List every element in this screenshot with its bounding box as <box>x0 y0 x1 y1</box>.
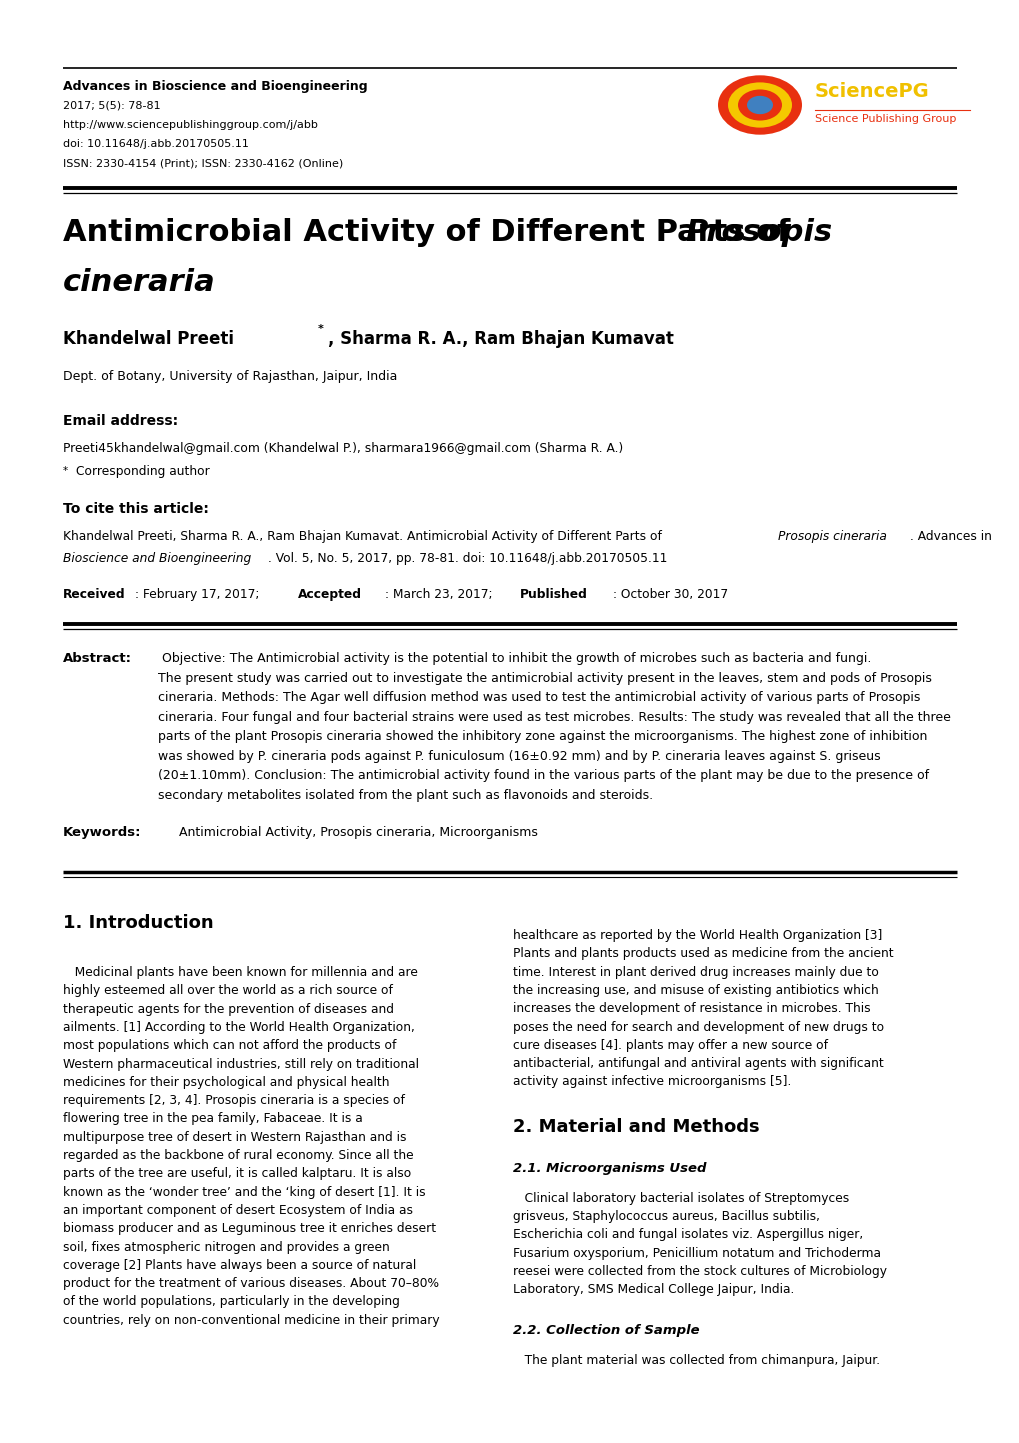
Text: 2017; 5(5): 78-81: 2017; 5(5): 78-81 <box>63 100 160 110</box>
Text: cure diseases [4]. plants may offer a new source of: cure diseases [4]. plants may offer a ne… <box>513 1039 827 1052</box>
Text: grisveus, Staphylococcus aureus, Bacillus subtilis,: grisveus, Staphylococcus aureus, Bacillu… <box>513 1211 819 1224</box>
Text: Preeti45khandelwal@gmail.com (Khandelwal P.), sharmara1966@gmail.com (Sharma R. : Preeti45khandelwal@gmail.com (Khandelwal… <box>63 442 623 455</box>
Text: *: * <box>318 325 324 333</box>
Text: Keywords:: Keywords: <box>63 825 142 838</box>
Text: Prosopis cineraria: Prosopis cineraria <box>777 530 886 543</box>
Ellipse shape <box>746 95 772 114</box>
Text: activity against infective microorganisms [5].: activity against infective microorganism… <box>513 1075 791 1088</box>
Ellipse shape <box>738 89 782 121</box>
Text: Dept. of Botany, University of Rajasthan, Jaipur, India: Dept. of Botany, University of Rajasthan… <box>63 369 397 382</box>
Text: the increasing use, and misuse of existing antibiotics which: the increasing use, and misuse of existi… <box>513 984 878 997</box>
Ellipse shape <box>728 82 791 127</box>
Text: Abstract:: Abstract: <box>63 652 131 665</box>
Text: : March 23, 2017;: : March 23, 2017; <box>384 587 496 600</box>
Text: 2.2. Collection of Sample: 2.2. Collection of Sample <box>513 1323 699 1336</box>
Text: Accepted: Accepted <box>298 587 362 600</box>
Text: : October 30, 2017: : October 30, 2017 <box>612 587 728 600</box>
Text: The present study was carried out to investigate the antimicrobial activity pres: The present study was carried out to inv… <box>158 671 931 684</box>
Text: cineraria. Four fungal and four bacterial strains were used as test microbes. Re: cineraria. Four fungal and four bacteria… <box>158 710 950 723</box>
Text: Clinical laboratory bacterial isolates of Streptomyces: Clinical laboratory bacterial isolates o… <box>513 1192 849 1205</box>
Text: http://www.sciencepublishinggroup.com/j/abb: http://www.sciencepublishinggroup.com/j/… <box>63 120 318 130</box>
Text: 2.1. Microorganisms Used: 2.1. Microorganisms Used <box>513 1162 706 1175</box>
Text: Science Publishing Group: Science Publishing Group <box>814 114 956 124</box>
Text: Bioscience and Bioengineering: Bioscience and Bioengineering <box>63 553 251 566</box>
Text: ISSN: 2330-4154 (Print); ISSN: 2330-4162 (Online): ISSN: 2330-4154 (Print); ISSN: 2330-4162… <box>63 159 343 169</box>
Text: secondary metabolites isolated from the plant such as flavonoids and steroids.: secondary metabolites isolated from the … <box>158 788 652 801</box>
Text: Received: Received <box>63 587 125 600</box>
Text: biomass producer and as Leguminous tree it enriches desert: biomass producer and as Leguminous tree … <box>63 1222 436 1235</box>
Text: parts of the tree are useful, it is called kalptaru. It is also: parts of the tree are useful, it is call… <box>63 1167 411 1180</box>
Text: requirements [2, 3, 4]. Prosopis cineraria is a species of: requirements [2, 3, 4]. Prosopis cinerar… <box>63 1094 405 1107</box>
Text: cineraria. Methods: The Agar well diffusion method was used to test the antimicr: cineraria. Methods: The Agar well diffus… <box>158 691 919 704</box>
Text: reesei were collected from the stock cultures of Microbiology: reesei were collected from the stock cul… <box>513 1266 887 1278</box>
Text: parts of the plant Prosopis cineraria showed the inhibitory zone against the mic: parts of the plant Prosopis cineraria sh… <box>158 730 926 743</box>
Text: most populations which can not afford the products of: most populations which can not afford th… <box>63 1039 396 1052</box>
Text: therapeutic agents for the prevention of diseases and: therapeutic agents for the prevention of… <box>63 1003 393 1016</box>
Text: healthcare as reported by the World Health Organization [3]: healthcare as reported by the World Heal… <box>513 929 881 942</box>
Text: Escherichia coli and fungal isolates viz. Aspergillus niger,: Escherichia coli and fungal isolates viz… <box>513 1228 862 1241</box>
Text: Objective: The Antimicrobial activity is the potential to inhibit the growth of : Objective: The Antimicrobial activity is… <box>158 652 870 665</box>
Text: doi: 10.11648/j.abb.20170505.11: doi: 10.11648/j.abb.20170505.11 <box>63 139 249 149</box>
Text: medicines for their psychological and physical health: medicines for their psychological and ph… <box>63 1076 389 1089</box>
Text: antibacterial, antifungal and antiviral agents with significant: antibacterial, antifungal and antiviral … <box>513 1058 882 1071</box>
Text: highly esteemed all over the world as a rich source of: highly esteemed all over the world as a … <box>63 984 392 997</box>
Text: increases the development of resistance in microbes. This: increases the development of resistance … <box>513 1003 870 1016</box>
Text: an important component of desert Ecosystem of India as: an important component of desert Ecosyst… <box>63 1203 413 1216</box>
Text: . Vol. 5, No. 5, 2017, pp. 78-81. doi: 10.11648/j.abb.20170505.11: . Vol. 5, No. 5, 2017, pp. 78-81. doi: 1… <box>268 553 666 566</box>
Text: *: * <box>63 466 68 476</box>
Text: Fusarium oxysporium, Penicillium notatum and Trichoderma: Fusarium oxysporium, Penicillium notatum… <box>513 1247 880 1260</box>
Text: flowering tree in the pea family, Fabaceae. It is a: flowering tree in the pea family, Fabace… <box>63 1113 363 1126</box>
Text: countries, rely on non-conventional medicine in their primary: countries, rely on non-conventional medi… <box>63 1313 439 1326</box>
Text: Prosopis: Prosopis <box>685 218 832 247</box>
Text: Khandelwal Preeti: Khandelwal Preeti <box>63 330 233 348</box>
Text: was showed by P. cineraria pods against P. funiculosum (16±0.92 mm) and by P. ci: was showed by P. cineraria pods against … <box>158 749 879 762</box>
Text: coverage [2] Plants have always been a source of natural: coverage [2] Plants have always been a s… <box>63 1258 416 1271</box>
Text: of the world populations, particularly in the developing: of the world populations, particularly i… <box>63 1296 399 1309</box>
Text: 2. Material and Methods: 2. Material and Methods <box>513 1118 759 1136</box>
Text: Antimicrobial Activity, Prosopis cineraria, Microorganisms: Antimicrobial Activity, Prosopis cinerar… <box>175 825 537 838</box>
Text: Laboratory, SMS Medical College Jaipur, India.: Laboratory, SMS Medical College Jaipur, … <box>513 1283 794 1296</box>
Text: Antimicrobial Activity of Different Parts of: Antimicrobial Activity of Different Part… <box>63 218 800 247</box>
Text: poses the need for search and development of new drugs to: poses the need for search and developmen… <box>513 1020 883 1033</box>
Text: product for the treatment of various diseases. About 70–80%: product for the treatment of various dis… <box>63 1277 438 1290</box>
Text: 1. Introduction: 1. Introduction <box>63 913 213 932</box>
Text: , Sharma R. A., Ram Bhajan Kumavat: , Sharma R. A., Ram Bhajan Kumavat <box>328 330 674 348</box>
Text: : February 17, 2017;: : February 17, 2017; <box>135 587 263 600</box>
Text: Advances in Bioscience and Bioengineering: Advances in Bioscience and Bioengineerin… <box>63 79 367 92</box>
Text: regarded as the backbone of rural economy. Since all the: regarded as the backbone of rural econom… <box>63 1149 414 1162</box>
Text: (20±1.10mm). Conclusion: The antimicrobial activity found in the various parts o: (20±1.10mm). Conclusion: The antimicrobi… <box>158 769 928 782</box>
Text: Western pharmaceutical industries, still rely on traditional: Western pharmaceutical industries, still… <box>63 1058 419 1071</box>
Text: SciencePG: SciencePG <box>814 82 929 101</box>
Text: multipurpose tree of desert in Western Rajasthan and is: multipurpose tree of desert in Western R… <box>63 1131 407 1144</box>
Text: Medicinal plants have been known for millennia and are: Medicinal plants have been known for mil… <box>63 965 418 978</box>
Ellipse shape <box>717 75 801 134</box>
Text: Corresponding author: Corresponding author <box>76 465 210 478</box>
Text: known as the ‘wonder tree’ and the ‘king of desert [1]. It is: known as the ‘wonder tree’ and the ‘king… <box>63 1186 425 1199</box>
Text: Email address:: Email address: <box>63 414 178 429</box>
Text: Plants and plants products used as medicine from the ancient: Plants and plants products used as medic… <box>513 947 893 960</box>
Text: Khandelwal Preeti, Sharma R. A., Ram Bhajan Kumavat. Antimicrobial Activity of D: Khandelwal Preeti, Sharma R. A., Ram Bha… <box>63 530 665 543</box>
Text: To cite this article:: To cite this article: <box>63 502 209 517</box>
Text: time. Interest in plant derived drug increases mainly due to: time. Interest in plant derived drug inc… <box>513 965 878 978</box>
Text: cineraria: cineraria <box>63 268 216 297</box>
Text: ailments. [1] According to the World Health Organization,: ailments. [1] According to the World Hea… <box>63 1020 415 1033</box>
Text: . Advances in: . Advances in <box>909 530 990 543</box>
Text: soil, fixes atmospheric nitrogen and provides a green: soil, fixes atmospheric nitrogen and pro… <box>63 1241 389 1254</box>
Text: The plant material was collected from chimanpura, Jaipur.: The plant material was collected from ch… <box>513 1354 879 1367</box>
Text: Published: Published <box>520 587 587 600</box>
